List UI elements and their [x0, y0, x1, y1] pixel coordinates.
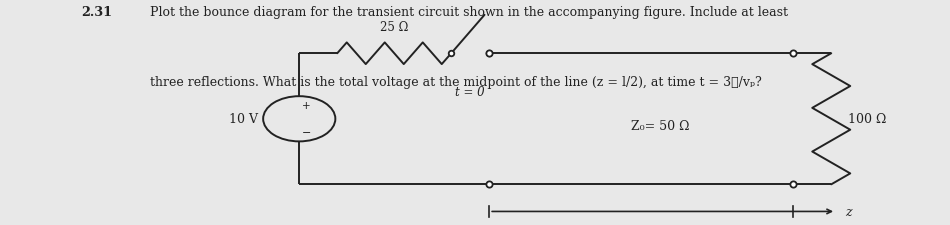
Text: 100 Ω: 100 Ω: [848, 113, 886, 126]
Text: t = 0: t = 0: [455, 86, 485, 99]
Text: 2.31: 2.31: [81, 6, 112, 19]
Text: −: −: [302, 128, 312, 138]
Text: three reflections. What is the total voltage at the midpoint of the line (z = l/: three reflections. What is the total vol…: [150, 75, 762, 88]
Text: Z₀= 50 Ω: Z₀= 50 Ω: [631, 119, 690, 133]
Text: 25 Ω: 25 Ω: [380, 21, 408, 34]
Text: +: +: [302, 101, 311, 111]
Text: Plot the bounce diagram for the transient circuit shown in the accompanying figu: Plot the bounce diagram for the transien…: [150, 6, 788, 19]
Text: 10 V: 10 V: [229, 113, 258, 126]
Text: z: z: [846, 205, 852, 218]
